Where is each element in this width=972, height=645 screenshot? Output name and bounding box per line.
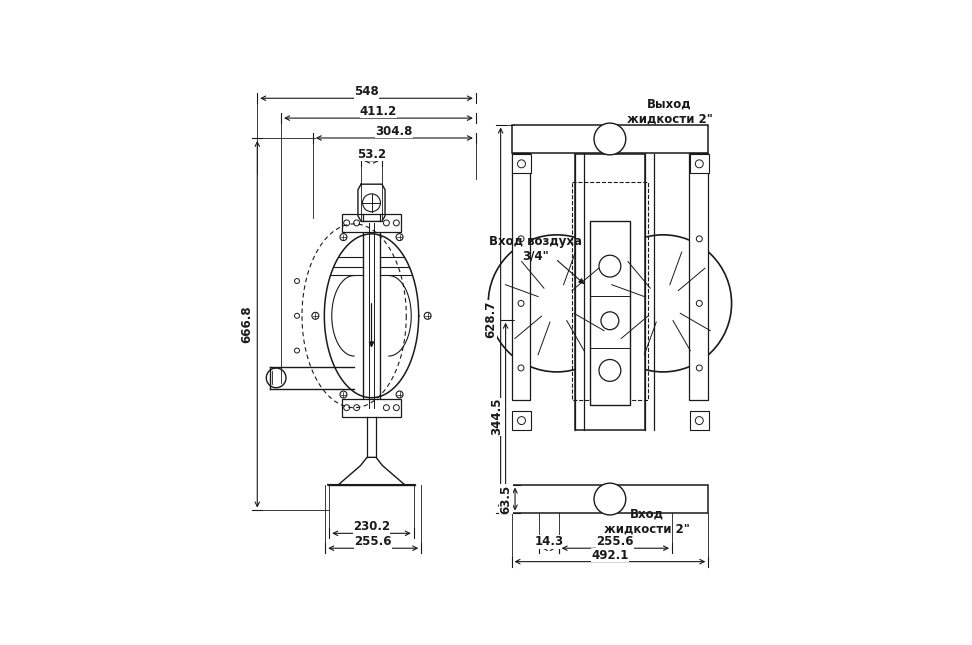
Bar [342,399,401,417]
Bar [590,221,630,405]
Bar [690,154,709,174]
Bar [511,154,531,400]
Bar [342,214,401,232]
Circle shape [594,123,626,155]
Text: Вход
жидкости 2": Вход жидкости 2" [605,508,690,536]
Bar [575,154,644,430]
Text: Выход
жидкости 2": Выход жидкости 2" [627,97,712,125]
Bar [512,154,531,174]
Text: 628.7: 628.7 [484,301,498,338]
Bar [690,411,709,430]
Text: 411.2: 411.2 [360,105,398,118]
Text: 304.8: 304.8 [375,125,413,138]
Circle shape [266,368,286,388]
Text: 14.3: 14.3 [535,535,564,548]
Circle shape [488,235,625,372]
Bar [511,484,709,513]
Text: 230.2: 230.2 [353,521,390,533]
Text: 548: 548 [354,85,379,98]
Bar [511,124,709,154]
Text: 492.1: 492.1 [591,549,629,562]
Text: 344.5: 344.5 [490,398,503,435]
Bar [364,224,380,408]
Text: 255.6: 255.6 [355,535,392,548]
Bar [572,182,648,400]
Text: 53.2: 53.2 [357,148,386,161]
Text: 63.5: 63.5 [500,484,512,513]
Circle shape [595,235,732,372]
Bar [512,411,531,430]
Text: Вход воздуха
3/4": Вход воздуха 3/4" [489,235,582,263]
Bar [689,154,709,400]
Circle shape [594,483,626,515]
Text: 666.8: 666.8 [240,306,253,343]
Text: 255.6: 255.6 [597,535,634,548]
